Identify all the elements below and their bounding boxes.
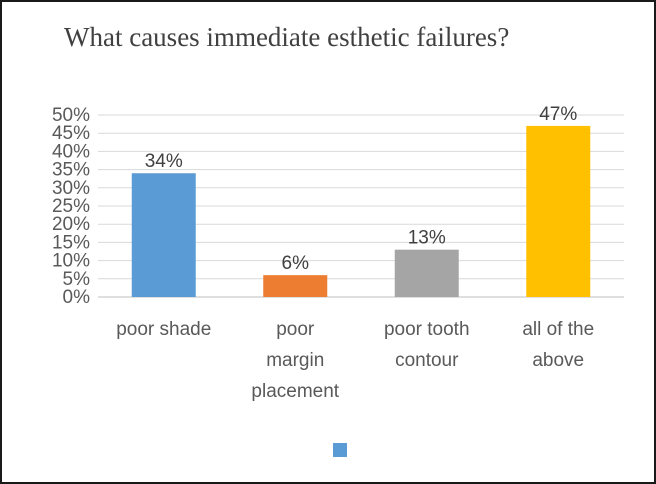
legend-swatch xyxy=(333,443,347,457)
bar xyxy=(394,249,459,297)
data-label: 34% xyxy=(145,151,183,172)
bar xyxy=(526,125,591,297)
y-tick-label: 45% xyxy=(52,123,90,144)
y-tick-label: 15% xyxy=(52,232,90,253)
y-tick-label: 25% xyxy=(52,196,90,217)
chart-title: What causes immediate esthetic failures? xyxy=(64,22,510,52)
bar xyxy=(131,173,196,297)
data-label: 6% xyxy=(282,253,310,274)
y-tick-label: 0% xyxy=(63,287,91,308)
y-tick-label: 5% xyxy=(63,269,91,290)
category-label: poor tooth xyxy=(384,319,470,340)
y-tick-label: 30% xyxy=(52,178,90,199)
y-tick-label: 35% xyxy=(52,160,90,181)
category-label: placement xyxy=(251,381,339,402)
category-label: above xyxy=(532,350,584,371)
category-label: contour xyxy=(395,350,459,371)
category-label: poor xyxy=(276,319,315,340)
data-label: 13% xyxy=(408,228,446,249)
category-label: all of the xyxy=(522,319,594,340)
y-tick-label: 40% xyxy=(52,141,90,162)
category-label: poor shade xyxy=(116,319,211,340)
data-label: 47% xyxy=(539,104,577,125)
y-tick-label: 10% xyxy=(52,251,90,272)
y-tick-label: 50% xyxy=(52,105,90,126)
y-tick-label: 20% xyxy=(52,214,90,235)
category-label: margin xyxy=(266,350,324,371)
bar xyxy=(263,275,328,297)
